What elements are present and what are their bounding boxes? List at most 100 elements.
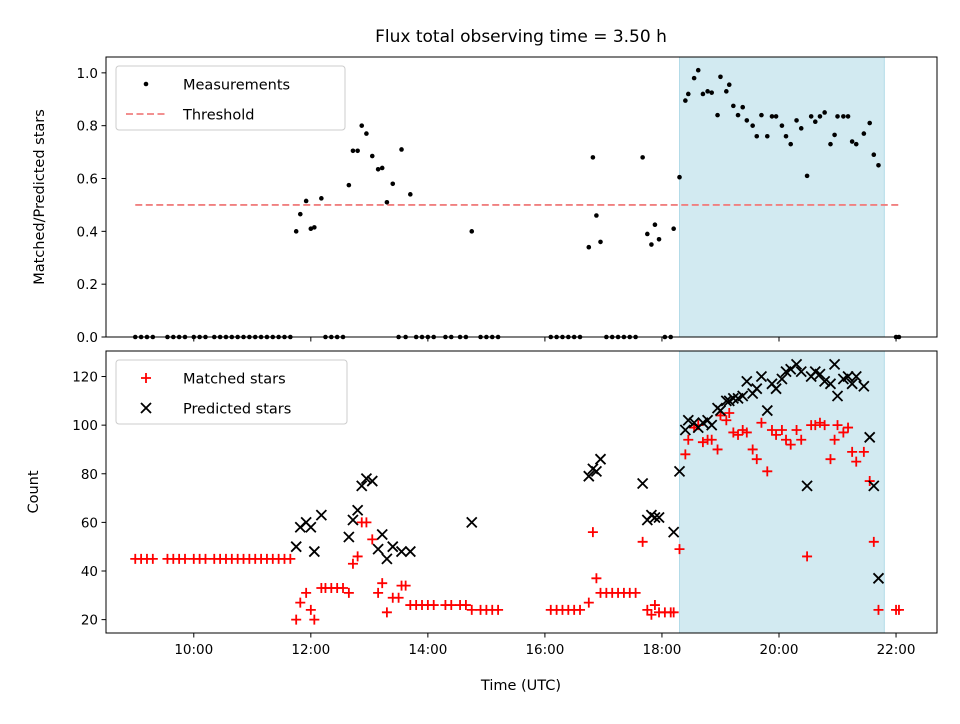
- bottom-series-0-point: [305, 604, 316, 615]
- bottom-y-tick-label: 40: [81, 564, 98, 580]
- bottom-series-0-point: [776, 425, 787, 436]
- bottom-x-tick-label: 12:00: [291, 642, 330, 658]
- top-series-0-point: [590, 155, 596, 160]
- bottom-series-0-point: [347, 558, 358, 569]
- bottom-series-0-point: [747, 444, 758, 455]
- top-series-0-point: [849, 139, 855, 144]
- bottom-series-1-point: [872, 572, 885, 584]
- bottom-series-0-point: [706, 434, 717, 445]
- top-series-0-point: [731, 103, 736, 109]
- bottom-series-1-point: [653, 511, 665, 524]
- bottom-series-0-point: [721, 415, 732, 426]
- bottom-series-0-point: [683, 434, 694, 445]
- top-series-0-point: [355, 148, 360, 154]
- bottom-series-0-point: [180, 553, 191, 564]
- top-y-tick-label: 0.8: [77, 119, 98, 135]
- bottom-axes-frame: [105, 350, 938, 634]
- bottom-series-0-point: [575, 604, 586, 615]
- bottom-series-1-point: [305, 521, 317, 533]
- bottom-series-0-point: [587, 527, 598, 538]
- top-series-0-point: [724, 89, 729, 94]
- top-series-0-point: [871, 152, 877, 158]
- bottom-series-1-point: [356, 480, 368, 492]
- bottom-x-tick-label: 20:00: [760, 642, 799, 658]
- top-series-0-point: [867, 120, 873, 126]
- bottom-series-1-point: [842, 370, 854, 383]
- bottom-y-tick-label: 20: [81, 613, 98, 629]
- bottom-series-1-point: [864, 431, 876, 443]
- top-y-tick-label: 0.0: [77, 330, 98, 346]
- bottom-series-1-point: [776, 373, 788, 385]
- bottom-series-0-point: [428, 600, 439, 611]
- bottom-series-1-point: [795, 366, 807, 378]
- top-highlight-span: [679, 56, 885, 338]
- bottom-series-0-point: [781, 434, 792, 445]
- top-series-0-point: [735, 112, 741, 118]
- bottom-series-1-point: [868, 480, 880, 492]
- top-series-0-point: [645, 231, 650, 237]
- top-series-0-point: [817, 114, 823, 119]
- top-series-0-point: [750, 123, 755, 128]
- bottom-series-1-point: [360, 472, 373, 485]
- top-series-0-point: [822, 110, 827, 115]
- bottom-series-1-point: [814, 368, 826, 380]
- bottom-series-0-point: [400, 580, 411, 591]
- top-series-0-point: [683, 98, 688, 103]
- bottom-series-1-point: [737, 390, 749, 402]
- bottom-series-1-point: [308, 545, 320, 558]
- top-series-0-point: [369, 153, 375, 159]
- bottom-legend-label: Predicted stars: [183, 402, 291, 418]
- bottom-series-0-point: [393, 592, 404, 603]
- bottom-x-tick-label: 10:00: [174, 642, 213, 658]
- bottom-series-1-point: [850, 370, 862, 383]
- top-series-0-point: [359, 123, 365, 128]
- bottom-series-0-point: [832, 420, 843, 431]
- bottom-legend-label: Matched stars: [183, 372, 286, 388]
- top-series-0-point: [469, 229, 475, 234]
- bottom-series-1-point: [583, 470, 595, 482]
- bottom-y-axis-label: Count: [26, 470, 42, 513]
- top-y-tick-label: 0.4: [77, 224, 98, 240]
- top-series-0-point: [685, 91, 691, 97]
- top-series-0-point: [594, 213, 599, 218]
- bottom-series-0-point: [791, 425, 802, 436]
- bottom-x-tick-label: 14:00: [408, 642, 447, 658]
- bottom-series-1-point: [720, 395, 732, 407]
- top-series-0-point: [293, 229, 299, 234]
- bottom-series-0-point: [847, 446, 858, 457]
- bottom-series-0-point: [343, 587, 354, 598]
- top-series-0-point: [835, 114, 840, 119]
- top-axes-frame: [105, 56, 938, 338]
- bottom-series-1-point: [466, 516, 478, 529]
- top-series-0-point: [346, 182, 352, 188]
- bottom-series-0-point: [373, 587, 384, 598]
- bottom-series-1-point: [637, 477, 649, 490]
- x-axis-label: Time (UTC): [480, 678, 561, 694]
- top-series-0-point: [773, 114, 779, 119]
- top-legend: Measurements Threshold: [115, 65, 346, 131]
- top-series-0-point: [812, 119, 818, 125]
- bottom-series-0-point: [646, 609, 657, 620]
- bottom-x-tick-label: 22:00: [877, 642, 916, 658]
- top-series-0-point: [783, 133, 789, 139]
- bottom-series-0-point: [446, 600, 457, 611]
- bottom-series-0-point: [838, 427, 849, 438]
- bottom-series-0-point: [583, 597, 594, 608]
- top-series-0-point: [764, 133, 770, 139]
- top-y-tick-label: 1.0: [77, 66, 98, 82]
- bottom-series-1-point: [831, 390, 844, 402]
- bottom-series-0-point: [893, 604, 904, 615]
- top-series-0-point: [794, 118, 799, 123]
- bottom-series-1-point: [714, 404, 727, 417]
- top-series-0-point: [740, 104, 746, 110]
- top-series-0-point: [586, 244, 592, 250]
- top-series-0-point: [861, 131, 867, 136]
- top-series-0-point: [375, 166, 381, 172]
- bottom-y-tick-label: 120: [72, 370, 98, 386]
- bottom-series-0-point: [630, 587, 641, 598]
- bottom-series-0-point: [733, 429, 744, 440]
- bottom-series-0-point: [741, 427, 752, 438]
- top-series-0-point: [715, 112, 720, 118]
- top-legend-box: [115, 65, 346, 131]
- bottom-series-1-point: [347, 514, 359, 526]
